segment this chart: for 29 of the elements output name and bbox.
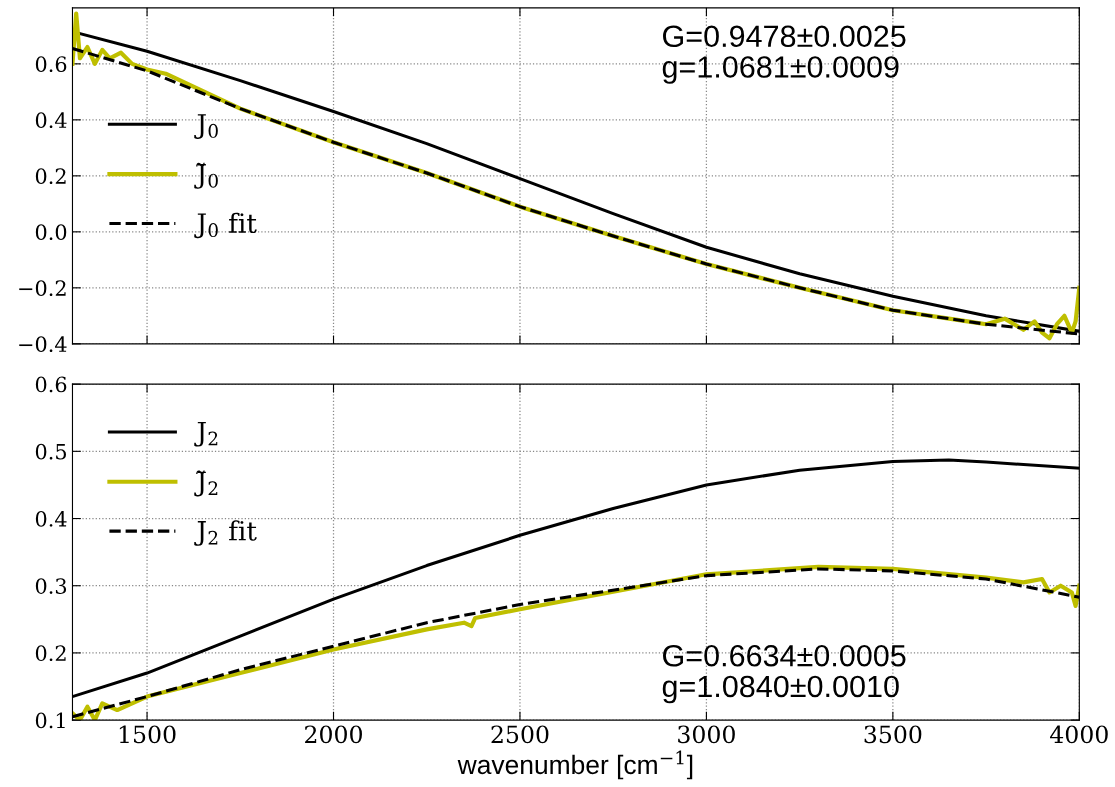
annotation: g=1.0681±0.0009 [662, 56, 899, 84]
x-tick-label: 4000 [1050, 725, 1108, 744]
legend-label: J̃$_{0}$ [194, 162, 218, 189]
y-tick-label: 0.0 [35, 224, 67, 241]
y-tick-label: 0.1 [35, 712, 65, 729]
x-tick-label: 2000 [305, 725, 362, 744]
x-tick-label: 1500 [119, 725, 176, 744]
y-tick-label: 0.4 [35, 112, 67, 129]
x-tick-label: 2500 [491, 725, 549, 744]
legend-label: J$_{2}$ fit [194, 520, 257, 546]
y-tick-label: 0.5 [35, 443, 67, 460]
y-tick-label: 0.2 [35, 168, 66, 185]
y-tick-label: −0.4 [19, 336, 67, 353]
legend-label: J$_{2}$ [194, 421, 218, 447]
y-tick-label: 0.6 [35, 376, 67, 393]
annotation: G=0.9478±0.0025 [663, 25, 906, 48]
x-tick-label: 3500 [864, 725, 922, 744]
y-tick-label: 0.4 [35, 510, 67, 527]
y-tick-label: 0.3 [35, 578, 67, 594]
y-tick-label: 0.6 [35, 56, 67, 73]
y-tick-label: −0.2 [19, 280, 66, 297]
annotation: G=0.6634±0.0005 [663, 644, 906, 667]
x-axis-title: wavenumber [cm$^{−1}$] [457, 750, 693, 780]
y-tick-label: 0.2 [35, 645, 66, 662]
legend-label: J$_{0}$ [194, 114, 218, 139]
legend-label: J$_{0}$ fit [194, 212, 257, 239]
x-tick-label: 3000 [678, 725, 735, 744]
annotation: g=1.0840±0.0010 [662, 675, 899, 704]
legend-label: J̃$_{2}$ [194, 470, 218, 497]
